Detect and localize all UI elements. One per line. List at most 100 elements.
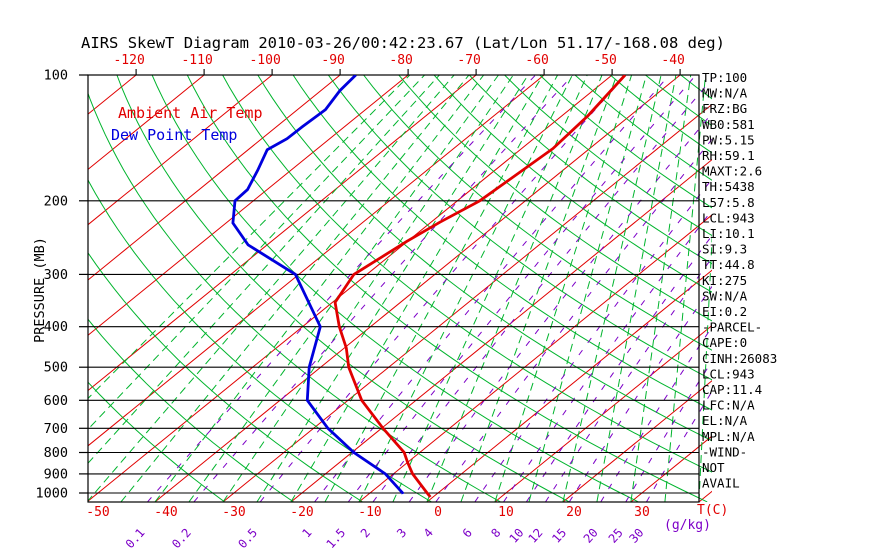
mixing-ratio-tick-label: 25 (606, 526, 626, 546)
legend-dew-point-temp: Dew Point Temp (111, 126, 237, 144)
stats-panel-row: -WIND- (702, 444, 747, 459)
top-temp-tick-label: -110 (181, 53, 212, 68)
isotherm-line (358, 214, 712, 502)
stats-panel-row: MW:N/A (702, 86, 748, 101)
dry-adiabat-line (88, 318, 294, 502)
bottom-temp-tick-label: 20 (566, 505, 582, 520)
isotherm-line (290, 158, 712, 502)
stats-panel-row: CAPE:0 (702, 335, 747, 350)
dry-adiabat-line (645, 75, 712, 127)
mixing-ratio-tick-label: 8 (488, 526, 503, 541)
stats-panel-row: TP:100 (702, 70, 747, 85)
bottom-temp-tick-label: 10 (498, 505, 514, 520)
mixing-ratio-tick-label: 30 (626, 526, 646, 546)
isotherm-line (88, 75, 613, 502)
mixing-ratio-tick-label: 6 (460, 526, 475, 541)
dry-adiabat-line (151, 75, 639, 502)
moist-adiabat-line (528, 75, 647, 502)
dry-adiabat-line (222, 75, 712, 473)
dry-adiabat-line (433, 75, 712, 293)
bottom-temp-tick-label: -50 (86, 505, 109, 520)
moist-adiabat-line (596, 75, 677, 502)
dry-adiabat-line (468, 75, 712, 265)
isotherm-line (154, 75, 681, 502)
dry-adiabat-line (398, 75, 712, 322)
stats-panel-row: WB0:581 (702, 117, 755, 132)
isotherm-line (88, 75, 477, 392)
stats-panel-row: -PARCEL- (702, 320, 762, 335)
mixing-ratio-line (314, 75, 670, 502)
pressure-tick-label: 600 (44, 393, 68, 409)
dry-adiabat-line (292, 75, 712, 411)
isotherm-line (562, 380, 712, 502)
mixing-ratio-line (259, 75, 627, 502)
mixing-ratio-tick-label: 1.5 (323, 526, 348, 551)
moist-adiabat-line (256, 75, 529, 502)
mixing-ratio-tick-label: 1 (299, 526, 314, 541)
moist-adiabat-line (562, 75, 662, 502)
mixing-ratio-line (503, 209, 712, 502)
dry-adiabat-line (539, 75, 712, 209)
moist-adiabat-line (698, 230, 712, 502)
stats-panel-row: FRZ:BG (702, 101, 747, 116)
mixing-ratio-tick-label: 12 (525, 526, 545, 546)
pressure-tick-label: 800 (44, 445, 68, 461)
isotherm-line (88, 75, 341, 281)
stats-panel-row: AVAIL (702, 476, 740, 491)
mixing-ratio-tick-label: 0.5 (235, 526, 260, 551)
moist-adiabat-line (222, 75, 514, 502)
mixing-ratio-line (568, 285, 712, 502)
moist-adiabat-line (290, 75, 544, 502)
mixing-ratio-line (347, 75, 697, 502)
stats-panel-row: CAP:11.4 (702, 382, 762, 397)
stats-panel-row: LCL:943 (702, 366, 755, 381)
legend-ambient-air-temp: Ambient Air Temp (118, 104, 263, 122)
mixing-ratio-line (525, 234, 712, 502)
dry-adiabat-line (88, 178, 432, 502)
stats-panel-row: RH:59.1 (702, 148, 755, 163)
isotherm-line (494, 324, 712, 502)
stats-panel-row: TT:44.8 (702, 257, 755, 272)
mixing-ratio-tick-label: 20 (581, 526, 601, 546)
bottom-temp-tick-label: 30 (634, 505, 650, 520)
dry-adiabat-line (609, 75, 712, 154)
mixing-ratio-tick-label: 3 (394, 526, 409, 541)
moist-adiabat-line (324, 75, 559, 502)
dry-adiabat-line (257, 75, 712, 442)
bottom-temp-tick-label: -40 (154, 505, 177, 520)
isotherm-line (88, 75, 205, 171)
mixing-ratio-tick-label: 15 (549, 526, 569, 546)
pressure-tick-label: 1000 (35, 486, 68, 502)
bottom-temp-tick-label: 0 (434, 505, 442, 520)
dry-adiabat-line (504, 75, 712, 237)
mixing-ratio-tick-label: 4 (421, 526, 436, 541)
top-temp-tick-label: -40 (661, 53, 684, 68)
moist-adiabat-line (630, 75, 692, 502)
temperature-profile-line (333, 75, 627, 498)
moist-adiabat-line (358, 75, 573, 502)
stats-panel-row: PW:5.15 (702, 132, 755, 147)
temperature-unit-label: T(C) (697, 503, 728, 518)
dry-adiabat-line (574, 75, 712, 181)
top-temp-tick-label: -100 (249, 53, 280, 68)
isotherm-line (222, 103, 712, 502)
bottom-temp-tick-label: -30 (222, 505, 245, 520)
dry-adiabat-line (327, 75, 712, 381)
mixing-ratio-line (147, 75, 536, 502)
mixing-ratio-tick-label: 0.2 (169, 526, 194, 551)
moist-adiabat-line (494, 75, 633, 502)
stats-panel-row: EL:N/A (702, 413, 748, 428)
stats-panel-row: LCL:943 (702, 210, 755, 225)
stats-panel-row: NOT (702, 460, 725, 475)
stats-panel-row: MAXT:2.6 (702, 164, 762, 179)
stats-panel-row: L57:5.8 (702, 195, 755, 210)
pressure-tick-label: 500 (44, 360, 68, 376)
mixing-ratio-tick-label: 0.1 (123, 526, 148, 551)
isotherm-line (88, 75, 273, 226)
pressure-tick-label: 700 (44, 421, 68, 437)
stats-panel-row: LI:10.1 (702, 226, 755, 241)
top-temp-tick-label: -80 (389, 53, 412, 68)
pressure-tick-label: 200 (44, 193, 68, 209)
pressure-tick-label: 300 (44, 267, 68, 283)
